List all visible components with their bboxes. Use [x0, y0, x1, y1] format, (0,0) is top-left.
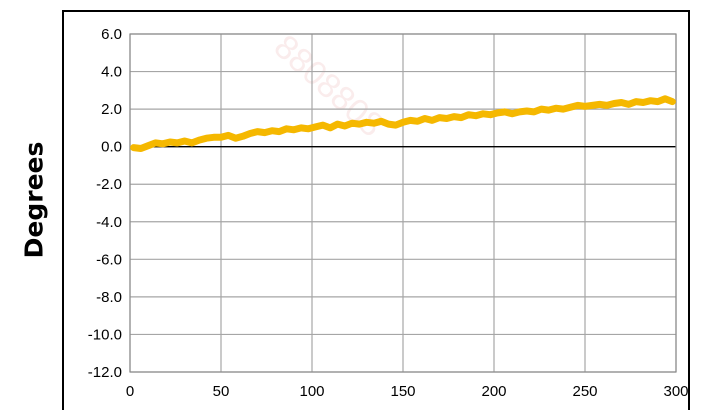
grid-lines [129, 33, 677, 373]
x-tick-label: 100 [299, 383, 324, 400]
x-tick-labels: 0 50 100 150 200 250 300 [126, 383, 689, 400]
y-tick-label: 6.0 [101, 26, 122, 43]
series-group [130, 95, 676, 152]
x-tick-label: 50 [213, 383, 230, 400]
x-tick-label: 250 [572, 383, 597, 400]
y-tick-label: 2.0 [101, 101, 122, 118]
y-tick-label: 4.0 [101, 64, 122, 81]
y-tick-label: -10.0 [88, 326, 122, 343]
y-tick-label: 0.0 [101, 139, 122, 156]
y-tick-label: -2.0 [96, 176, 122, 193]
plot-area-border [129, 33, 677, 373]
x-tick-label: 150 [390, 383, 415, 400]
plot-area-border [129, 33, 677, 373]
x-tick-label: 200 [481, 383, 506, 400]
x-tick-label: 300 [663, 383, 688, 400]
x-tick-label: 0 [126, 383, 134, 400]
y-tick-label: -12.0 [88, 364, 122, 381]
series-line [130, 95, 676, 152]
y-tick-labels: 6.0 4.0 2.0 0.0 -2.0 -4.0 -6.0 -8.0 -10.0 -12.0 [88, 26, 122, 381]
y-tick-label: -8.0 [96, 289, 122, 306]
y-tick-label: -6.0 [96, 251, 122, 268]
y-tick-label: -4.0 [96, 214, 122, 231]
